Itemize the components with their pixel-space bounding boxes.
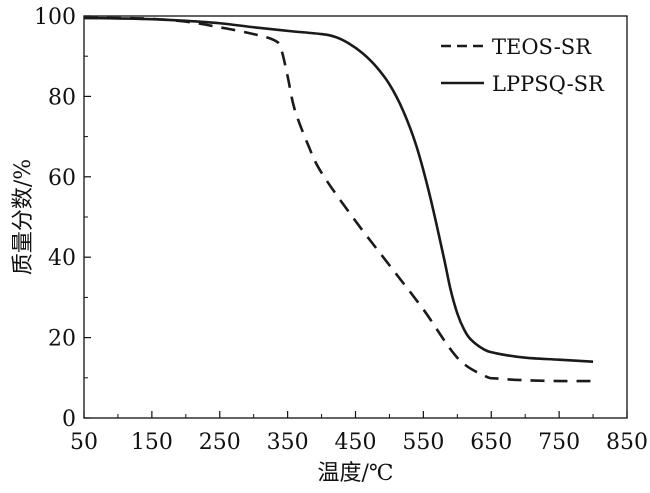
x-tick-label: 650 [470, 430, 512, 455]
x-tick-label: 50 [70, 430, 98, 455]
y-tick-label: 20 [48, 327, 76, 352]
x-tick-label: 150 [131, 430, 173, 455]
legend-label: TEOS-SR [492, 35, 592, 59]
x-tick-label: 350 [267, 430, 309, 455]
y-tick-label: 40 [48, 246, 76, 271]
legend: TEOS-SR LPPSQ-SR [441, 35, 605, 96]
y-tick-label: 100 [34, 5, 76, 30]
x-tick-label: 750 [538, 430, 580, 455]
y-axis-title: 质量分数/% [11, 159, 36, 275]
y-tick-label: 80 [48, 85, 76, 110]
series-line-lppsq-sr [84, 18, 593, 362]
x-tick-label: 850 [606, 430, 648, 455]
x-tick-label: 450 [335, 430, 377, 455]
x-tick-label: 250 [199, 430, 241, 455]
legend-label: LPPSQ-SR [492, 72, 605, 96]
y-tick-label: 0 [62, 407, 76, 432]
x-tick-label: 550 [402, 430, 444, 455]
y-tick-label: 60 [48, 166, 76, 191]
y-axis-ticks: 0 20 40 60 80 100 [34, 5, 91, 432]
x-axis-title: 温度/℃ [317, 461, 393, 486]
